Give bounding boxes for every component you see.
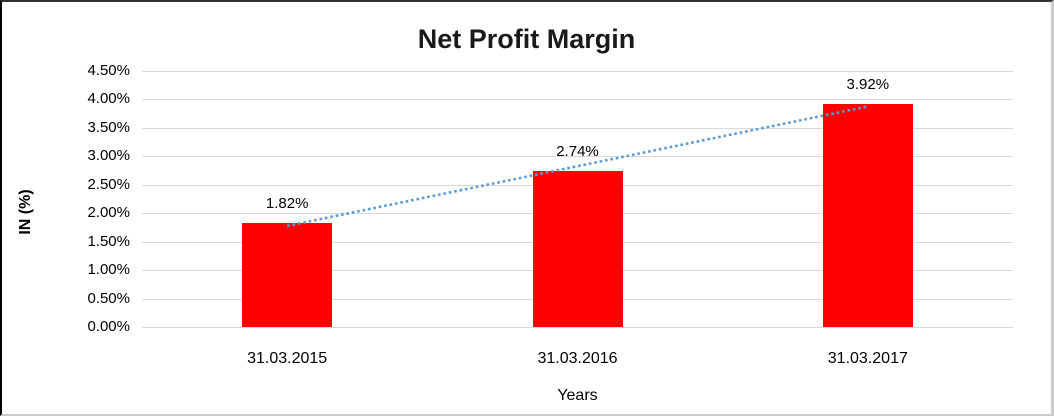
x-category-label: 31.03.2015 [247, 350, 328, 367]
bar [242, 223, 333, 327]
y-tick-label: 2.50% [87, 175, 130, 193]
bar-value-label: 2.74% [556, 143, 599, 161]
bar-value-label: 3.92% [846, 75, 890, 93]
y-tick-label: 0.50% [87, 289, 130, 307]
y-tick-label: 3.50% [87, 118, 130, 136]
x-category-label: 31.03.2016 [537, 350, 618, 367]
y-tick-label: 1.50% [87, 232, 130, 250]
y-tick-label: 4.50% [87, 62, 130, 79]
y-tick-label: 0.00% [87, 318, 130, 335]
chart-title: Net Profit Margin [417, 24, 636, 54]
y-tick-label: 4.00% [87, 90, 130, 108]
bar-value-label: 1.82% [265, 195, 309, 213]
x-axis-title: Years [557, 387, 598, 404]
y-axis-title: IN (%) [17, 189, 34, 235]
y-tick-label: 2.00% [87, 204, 130, 222]
y-tick-label: 3.00% [87, 147, 130, 165]
y-tick-label: 1.00% [87, 261, 130, 279]
bar [822, 103, 913, 327]
gridline [142, 327, 1013, 328]
gridline [142, 71, 1013, 72]
gridline [142, 99, 1013, 101]
x-category-label: 31.03.2017 [827, 350, 908, 367]
bar [532, 171, 623, 327]
